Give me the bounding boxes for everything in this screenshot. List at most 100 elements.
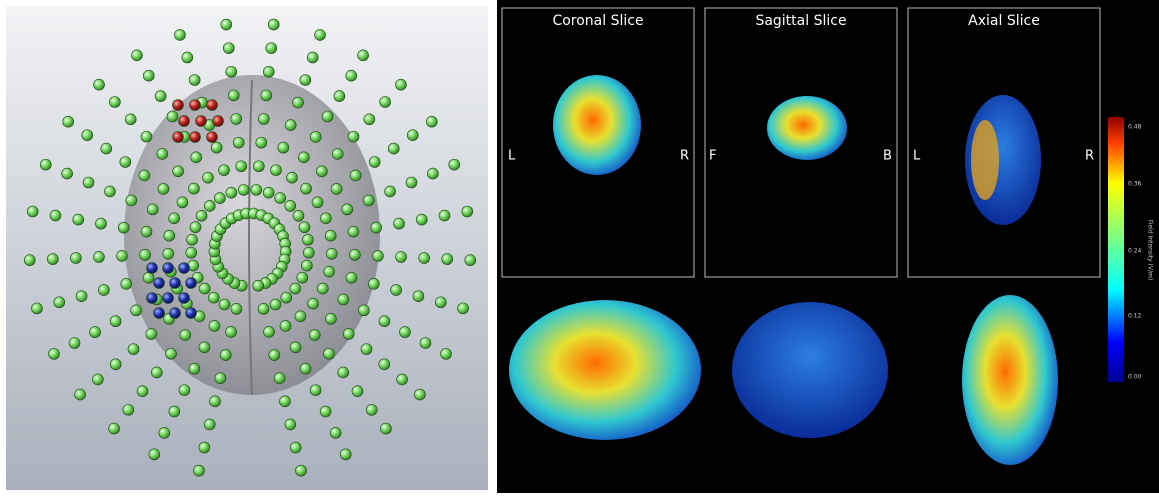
- electrode: [434, 296, 447, 309]
- electrode: [109, 315, 122, 328]
- electrode: [299, 362, 312, 375]
- electrode: [296, 271, 309, 284]
- electrode: [414, 388, 426, 401]
- electrode: [168, 405, 181, 418]
- electrode: [357, 49, 369, 62]
- electrode: [294, 310, 307, 323]
- electrode: [378, 315, 391, 328]
- electrode: [48, 348, 60, 360]
- electrode: [461, 205, 474, 218]
- electrode: [117, 221, 130, 234]
- electrode: [457, 302, 469, 315]
- electrode: [405, 176, 418, 189]
- electrode: [412, 290, 425, 302]
- electrode: [222, 42, 235, 54]
- electrode: [286, 171, 298, 184]
- electrode: [26, 205, 39, 218]
- electrode: [154, 90, 167, 102]
- electrode: [31, 302, 43, 315]
- electrode: [227, 89, 240, 102]
- electrode: [406, 129, 419, 141]
- electrode: [292, 96, 304, 109]
- electrode: [188, 74, 201, 86]
- electrode: [345, 69, 358, 82]
- electrode: [46, 253, 59, 265]
- electrode: [172, 99, 184, 111]
- electrode: [317, 282, 329, 295]
- electrode: [138, 169, 151, 182]
- electrode: [289, 282, 302, 295]
- electrode: [302, 233, 314, 246]
- electrode: [277, 141, 290, 154]
- electrode: [146, 262, 158, 274]
- electrode: [198, 341, 211, 354]
- electrode: [309, 131, 322, 143]
- electrode: [193, 464, 205, 477]
- electrode: [189, 99, 201, 111]
- electrode: [162, 262, 174, 274]
- electrode: [274, 192, 286, 204]
- electrode: [378, 358, 391, 371]
- electrode: [438, 209, 451, 222]
- colorbar-tick: 0.36: [1128, 181, 1142, 188]
- fissure: [248, 79, 253, 396]
- electrode: [319, 405, 332, 418]
- electrode: [104, 185, 116, 198]
- electrode: [253, 160, 265, 173]
- electrode: [116, 250, 128, 262]
- electrode: [292, 209, 305, 222]
- electrodes: [23, 18, 477, 477]
- electrode: [203, 200, 216, 212]
- electrode: [156, 148, 169, 160]
- brain-posterior: [732, 302, 888, 438]
- electrode: [325, 313, 337, 325]
- coronal-slice: [553, 75, 641, 175]
- electrode: [185, 246, 198, 259]
- electrode: [396, 373, 408, 386]
- electrode: [255, 136, 268, 149]
- electrode: [185, 277, 197, 289]
- electrode: [347, 225, 360, 238]
- electrode: [150, 366, 163, 379]
- electrode: [178, 115, 190, 127]
- electrode: [185, 307, 197, 319]
- electrode: [218, 164, 230, 176]
- electrode: [206, 99, 218, 111]
- electrode: [176, 196, 189, 209]
- electrode: [169, 307, 181, 319]
- colorbar-tick: 0.12: [1128, 313, 1142, 320]
- electrode: [93, 251, 105, 263]
- electrode: [124, 113, 137, 126]
- electrode: [320, 212, 332, 225]
- electrode: [265, 42, 278, 54]
- electrode: [212, 115, 224, 127]
- electrode: [142, 271, 155, 284]
- electrode: [323, 347, 335, 360]
- sagittal-slice: [767, 96, 847, 160]
- electrode: [329, 427, 342, 439]
- electrode: [464, 254, 477, 266]
- electrode: [125, 194, 138, 207]
- electrode: [367, 278, 380, 290]
- electrode: [219, 349, 232, 361]
- electrode: [349, 249, 361, 261]
- electrode: [158, 427, 171, 439]
- electrode: [262, 186, 275, 199]
- electrode: [230, 303, 243, 315]
- electrode: [169, 277, 181, 289]
- orientation-label: R: [680, 149, 689, 164]
- electrode: [23, 254, 36, 266]
- electrode: [157, 183, 170, 195]
- electrode: [302, 246, 315, 259]
- electrode: [299, 74, 312, 86]
- electrode: [235, 160, 247, 173]
- electrode: [168, 212, 180, 225]
- electrode: [203, 418, 216, 431]
- electrode: [321, 110, 334, 123]
- electrode: [314, 29, 326, 41]
- colorbar-tick: 0.24: [1128, 248, 1142, 255]
- electrode: [127, 343, 140, 355]
- electrode: [284, 119, 297, 131]
- electrode: [109, 96, 121, 108]
- electrode: [89, 326, 101, 338]
